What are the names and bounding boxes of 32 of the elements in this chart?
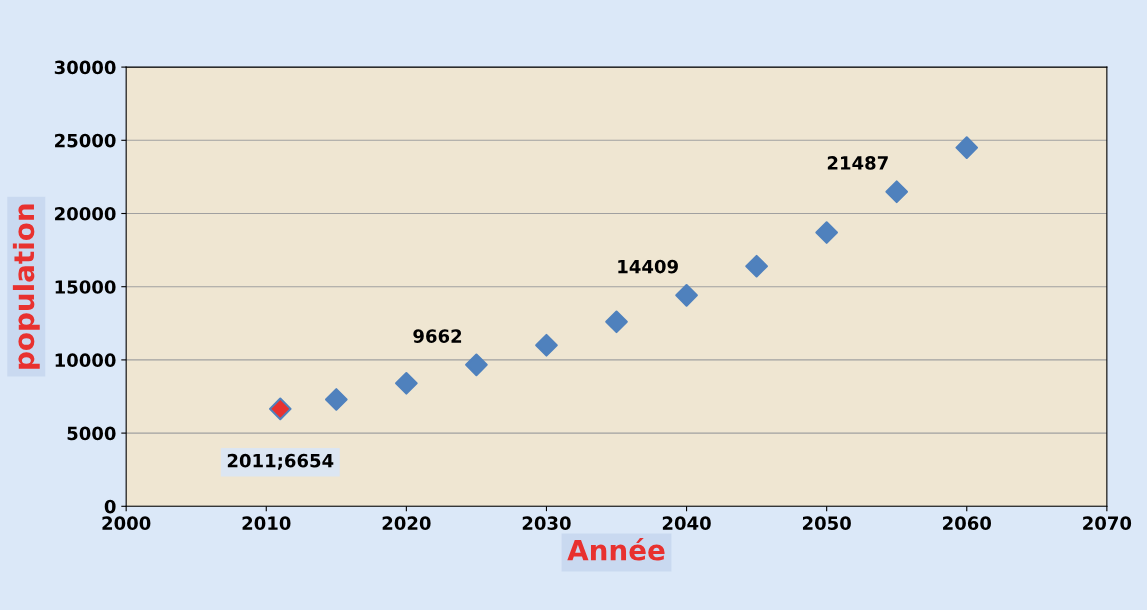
x-tick-label: 2040 (662, 516, 711, 530)
x-tick-label: 2020 (382, 516, 431, 530)
point (605, 310, 628, 334)
point (815, 221, 838, 244)
data-label: 21487 (827, 156, 888, 170)
y-tick-label: 25000 (55, 133, 116, 148)
y-tick-label: 0 (104, 499, 116, 514)
y-tick-label: 5000 (67, 426, 116, 441)
point (465, 353, 488, 377)
x-axis-title: Année (567, 537, 665, 561)
data-label: 9662 (413, 329, 462, 343)
data-label: 2011;6654 (227, 453, 334, 470)
point (324, 388, 348, 411)
point (675, 284, 698, 307)
x-tick-label: 2050 (802, 516, 851, 530)
x-tick-label: 2000 (102, 516, 151, 530)
point (535, 333, 558, 357)
y-tick-label: 10000 (55, 353, 116, 368)
x-tick-label: 2070 (1083, 516, 1132, 530)
x-tick-label: 2010 (242, 516, 291, 530)
x-tick-label: 2060 (943, 516, 992, 530)
y-axis-title: population (12, 204, 40, 369)
x-tick-label: 2030 (522, 516, 571, 530)
y-tick-label: 30000 (54, 60, 116, 75)
data-label: 14409 (618, 259, 678, 274)
point (745, 254, 768, 278)
y-tick-label: 15000 (55, 280, 116, 294)
point (395, 371, 418, 395)
point (955, 136, 979, 159)
point (268, 397, 292, 421)
point (885, 180, 909, 204)
y-tick-label: 20000 (55, 206, 116, 221)
